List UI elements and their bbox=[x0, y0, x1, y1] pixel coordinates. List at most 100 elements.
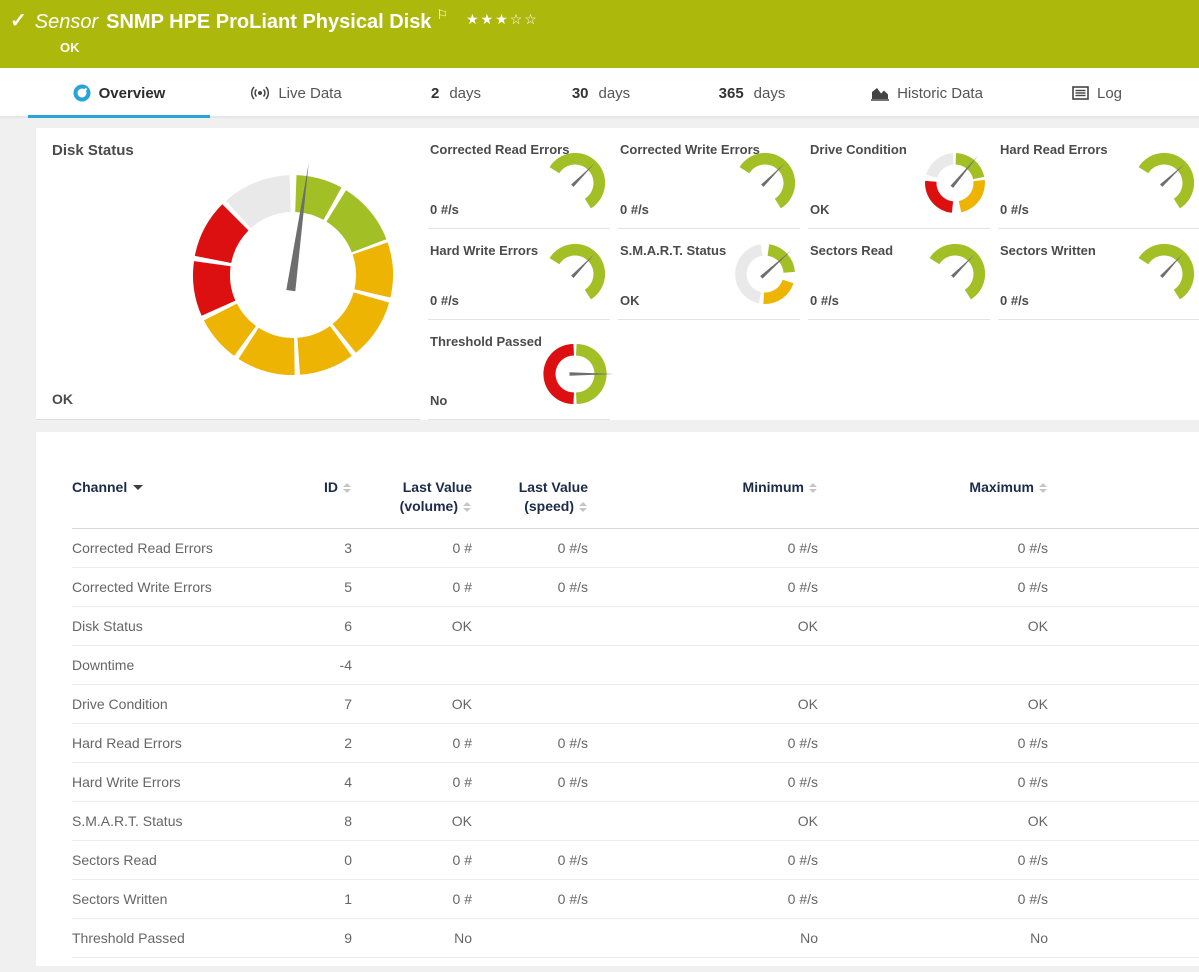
cell-minimum: 0 #/s bbox=[787, 540, 818, 556]
mini-gauge-dial[interactable] bbox=[1124, 142, 1199, 222]
cell-last_volume: 0 # bbox=[452, 579, 472, 595]
mini-gauge-value: 0 #/s bbox=[620, 202, 649, 217]
column-label-line2: (speed) bbox=[524, 498, 574, 514]
priority-stars[interactable]: ★★★☆☆ bbox=[466, 11, 539, 27]
cell-maximum: 0 #/s bbox=[1017, 852, 1048, 868]
mini-gauge-title: Hard Read Errors bbox=[1000, 142, 1108, 157]
mini-gauge-dial[interactable] bbox=[725, 142, 805, 222]
cell-last_volume: No bbox=[454, 930, 472, 946]
mini-gauge-corrected-write-errors[interactable]: Corrected Write Errors 0 #/s bbox=[618, 128, 800, 229]
cell-channel: Hard Write Errors bbox=[72, 774, 181, 790]
mini-gauge-value: 0 #/s bbox=[430, 293, 459, 308]
cell-channel: Threshold Passed bbox=[72, 930, 185, 946]
mini-gauge-s-m-a-r-t-status[interactable]: S.M.A.R.T. Status OK bbox=[618, 229, 800, 320]
mini-gauge-title: S.M.A.R.T. Status bbox=[620, 243, 727, 258]
sort-updown-icon bbox=[1039, 483, 1048, 493]
mini-gauge-hard-read-errors[interactable]: Hard Read Errors 0 #/s bbox=[998, 128, 1199, 229]
flag-icon[interactable]: ⚐ bbox=[436, 7, 449, 22]
table-row-downtime: Downtime -4 bbox=[72, 646, 1199, 685]
tab-label: Overview bbox=[98, 84, 166, 102]
sort-updown-icon bbox=[463, 502, 472, 512]
tab-label: days bbox=[598, 84, 631, 102]
cell-channel: Drive Condition bbox=[72, 696, 168, 712]
column-header-last-value-volume[interactable]: Last Value (volume) bbox=[352, 478, 472, 516]
tab-number: 2 bbox=[430, 84, 440, 102]
cell-id: 2 bbox=[344, 735, 352, 751]
cell-id: 4 bbox=[344, 774, 352, 790]
mini-gauge-dial[interactable] bbox=[915, 233, 995, 313]
table-row-threshold-passed: Threshold Passed 9 No No No bbox=[72, 919, 1199, 958]
cell-maximum: 0 #/s bbox=[1017, 735, 1048, 751]
mini-gauge-value: No bbox=[430, 393, 448, 408]
column-header-minimum[interactable]: Minimum bbox=[588, 478, 818, 516]
cell-maximum: OK bbox=[1027, 696, 1048, 712]
mini-gauge-dial[interactable] bbox=[1124, 233, 1199, 313]
mini-gauge-drive-condition[interactable]: Drive Condition OK bbox=[808, 128, 990, 229]
disk-status-gauge[interactable] bbox=[183, 163, 403, 383]
tab-historic-data[interactable]: Historic Data bbox=[832, 68, 1022, 118]
cell-last_speed: 0 #/s bbox=[557, 579, 588, 595]
disk-status-panel[interactable]: Disk Status OK bbox=[36, 128, 420, 420]
mini-gauge-sectors-read[interactable]: Sectors Read 0 #/s bbox=[808, 229, 990, 320]
mini-gauge-sectors-written[interactable]: Sectors Written 0 #/s bbox=[998, 229, 1199, 320]
cell-last_volume: OK bbox=[451, 618, 472, 634]
cell-last_speed: 0 #/s bbox=[557, 774, 588, 790]
mini-gauge-dial[interactable] bbox=[535, 333, 615, 413]
column-header-channel[interactable]: Channel bbox=[72, 478, 272, 516]
cell-id: 9 bbox=[344, 930, 352, 946]
mini-gauge-threshold-passed[interactable]: Threshold Passed No bbox=[428, 320, 614, 420]
table-body: Corrected Read Errors 3 0 # 0 #/s 0 #/s 0 #/s… bbox=[72, 529, 1199, 958]
table-row-sectors-read: Sectors Read 0 0 # 0 #/s 0 #/s 0 #/s bbox=[72, 841, 1199, 880]
object-kind-label: Sensor bbox=[34, 11, 99, 33]
column-label: Last Value bbox=[518, 479, 588, 495]
column-header-maximum[interactable]: Maximum bbox=[818, 478, 1048, 516]
cell-channel: S.M.A.R.T. Status bbox=[72, 813, 183, 829]
cell-last_volume: 0 # bbox=[452, 735, 472, 751]
cell-maximum: OK bbox=[1027, 813, 1048, 829]
mini-gauge-dial[interactable] bbox=[535, 142, 615, 222]
tab-30-days[interactable]: 30 days bbox=[530, 68, 672, 118]
table-row-sectors-written: Sectors Written 1 0 # 0 #/s 0 #/s 0 #/s bbox=[72, 880, 1199, 919]
mini-gauge-hard-write-errors[interactable]: Hard Write Errors 0 #/s bbox=[428, 229, 610, 320]
mini-gauge-title: Drive Condition bbox=[810, 142, 907, 157]
cell-minimum: 0 #/s bbox=[787, 735, 818, 751]
tab-2-days[interactable]: 2 days bbox=[382, 68, 530, 118]
mini-gauge-value: OK bbox=[810, 202, 830, 217]
table-row-s-m-a-r-t-status: S.M.A.R.T. Status 8 OK OK OK bbox=[72, 802, 1199, 841]
gauge-grid: Disk Status OK Corrected Read Errors 0 #/… bbox=[36, 128, 1199, 420]
live-data-icon bbox=[251, 86, 270, 100]
cell-id: 6 bbox=[344, 618, 352, 634]
tab-overview[interactable]: Overview bbox=[28, 68, 210, 118]
disk-status-title: Disk Status bbox=[52, 142, 134, 159]
mini-gauge-title: Sectors Written bbox=[1000, 243, 1096, 258]
page-title: SNMP HPE ProLiant Physical Disk bbox=[106, 11, 432, 33]
mini-gauge-title: Corrected Read Errors bbox=[430, 142, 570, 157]
mini-gauge-dial[interactable] bbox=[915, 142, 995, 222]
sensor-header: ✓ Sensor SNMP HPE ProLiant Physical Disk… bbox=[0, 0, 1199, 68]
mini-gauge-value: 0 #/s bbox=[1000, 293, 1029, 308]
cell-last_volume: 0 # bbox=[452, 891, 472, 907]
table-header-row: Channel ID Last Value (volume) Last Valu… bbox=[72, 478, 1199, 529]
cell-maximum: 0 #/s bbox=[1017, 891, 1048, 907]
mini-gauge-corrected-read-errors[interactable]: Corrected Read Errors 0 #/s bbox=[428, 128, 610, 229]
cell-maximum: 0 #/s bbox=[1017, 579, 1048, 595]
cell-id: 3 bbox=[344, 540, 352, 556]
mini-gauge-title: Corrected Write Errors bbox=[620, 142, 760, 157]
log-icon bbox=[1072, 86, 1089, 100]
tab-label: Log bbox=[1096, 84, 1123, 102]
cell-id: 0 bbox=[344, 852, 352, 868]
cell-maximum: OK bbox=[1027, 618, 1048, 634]
mini-gauge-dial[interactable] bbox=[535, 233, 615, 313]
cell-id: 1 bbox=[344, 891, 352, 907]
table-row-drive-condition: Drive Condition 7 OK OK OK bbox=[72, 685, 1199, 724]
mini-gauge-dial[interactable] bbox=[725, 233, 805, 313]
column-header-id[interactable]: ID bbox=[272, 478, 352, 516]
tab-label: days bbox=[753, 84, 786, 102]
column-label: Channel bbox=[72, 479, 128, 495]
tab-365-days[interactable]: 365 days bbox=[672, 68, 832, 118]
column-label: Last Value bbox=[402, 479, 472, 495]
tab-log[interactable]: Log bbox=[1022, 68, 1172, 118]
status-badge: OK bbox=[60, 40, 80, 55]
tab-live-data[interactable]: Live Data bbox=[210, 68, 382, 118]
column-header-last-value-speed[interactable]: Last Value (speed) bbox=[472, 478, 588, 516]
